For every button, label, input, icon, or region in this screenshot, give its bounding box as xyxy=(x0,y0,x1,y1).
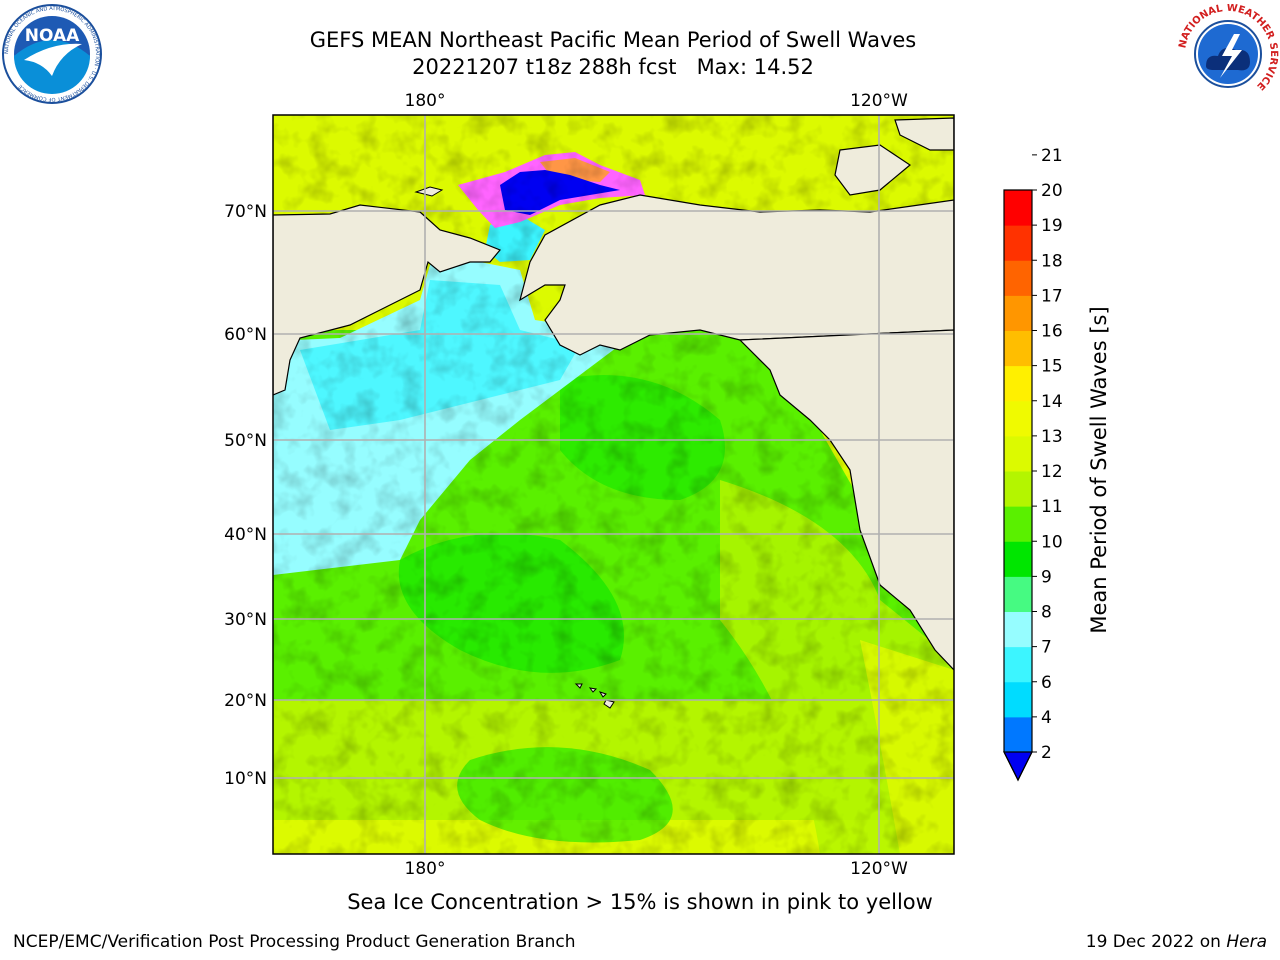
land-hawaii xyxy=(574,683,615,709)
colorbar-cell xyxy=(1004,190,1032,226)
colorbar-outline xyxy=(1003,189,1033,782)
colorbar-tick-label: 12 xyxy=(1041,462,1063,482)
noaa-logo: NATIONAL OCEANIC AND ATMOSPHERIC ADMINIS… xyxy=(2,4,102,104)
colorbar-label: Mean Period of Swell Waves [s] xyxy=(1087,306,1111,633)
y-tick-40n: 40°N xyxy=(224,525,267,545)
colorbar-cell xyxy=(1004,365,1032,402)
x-tick-bottom-180: 180° xyxy=(405,859,446,879)
land-north-america xyxy=(738,329,954,671)
y-tick-20n: 20°N xyxy=(224,691,267,711)
colorbar-tick-label: 7 xyxy=(1041,638,1052,658)
colorbar-tick-label: 9 xyxy=(1041,567,1052,587)
colorbar-tick-label: 8 xyxy=(1041,603,1052,623)
colorbar-under-triangle xyxy=(1003,751,1033,782)
chart-title: GEFS MEAN Northeast Pacific Mean Period … xyxy=(309,28,917,52)
sea-ice-note: Sea Ice Concentration > 15% is shown in … xyxy=(347,890,933,914)
y-tick-50n: 50°N xyxy=(224,431,267,451)
colorbar-cell xyxy=(1004,295,1032,331)
land-arctic-island xyxy=(834,144,912,196)
footer-date-text: 19 Dec 2022 on xyxy=(1085,932,1227,952)
x-tick-top-120w: 120°W xyxy=(850,91,908,111)
nws-logo: NATIONAL WEATHER SERVICE xyxy=(1177,4,1279,103)
colorbar-cell xyxy=(1004,435,1032,472)
colorbar-tick-label: 17 xyxy=(1041,286,1063,306)
colorbar-tick-label: 10 xyxy=(1041,532,1063,552)
map-frame xyxy=(272,114,955,855)
chart-subtitle: 20221207 t18z 288h fcst Max: 14.52 xyxy=(412,55,814,79)
colorbar-cell xyxy=(1004,260,1032,296)
colorbar-cell xyxy=(1004,471,1032,507)
colorbar-tick-label: 13 xyxy=(1041,427,1063,447)
colorbar-cell xyxy=(1004,400,1032,437)
land-siberia xyxy=(273,204,501,396)
colorbar-tick-label: 20 xyxy=(1041,181,1063,201)
colorbar-tick-label: 15 xyxy=(1041,357,1063,377)
colorbar-cell xyxy=(1004,611,1032,648)
y-tick-60n: 60°N xyxy=(224,325,267,345)
colorbar-cell xyxy=(1004,681,1032,718)
colorbar-cell xyxy=(1004,541,1032,577)
colorbar-cell xyxy=(1004,576,1032,612)
colorbar-cell xyxy=(1004,716,1032,753)
colorbar-cell xyxy=(1004,225,1032,261)
colorbar-tick-label: 2 xyxy=(1041,743,1052,763)
colorbar-cell xyxy=(1004,646,1032,683)
colorbar-tick-label: 19 xyxy=(1041,216,1063,236)
colorbar-tick-label: 16 xyxy=(1041,322,1063,342)
colorbar-tick-label: 18 xyxy=(1041,251,1063,271)
colorbar-tick-label: 6 xyxy=(1041,673,1052,693)
footer-date: 19 Dec 2022 on Hera xyxy=(1086,932,1267,952)
footer-org: NCEP/EMC/Verification Post Processing Pr… xyxy=(13,932,576,952)
noaa-logo-text: NOAA xyxy=(25,26,80,46)
colorbar-cell xyxy=(1004,506,1032,542)
y-tick-10n: 10°N xyxy=(224,769,267,789)
footer-machine: Hera xyxy=(1226,932,1267,952)
gridlines xyxy=(273,115,954,854)
colorbar-cell xyxy=(1004,330,1032,367)
x-tick-top-180: 180° xyxy=(405,91,446,111)
colorbar-tick-label: 4 xyxy=(1041,708,1052,728)
x-tick-bottom-120w: 120°W xyxy=(850,859,908,879)
y-tick-30n: 30°N xyxy=(224,610,267,630)
colorbar-tick-label: 21 xyxy=(1041,146,1063,166)
colorbar-tick-label: 14 xyxy=(1041,392,1063,412)
land-arctic-island xyxy=(894,117,954,151)
colorbar-tick-label: 11 xyxy=(1041,497,1063,517)
y-tick-70n: 70°N xyxy=(224,202,267,222)
